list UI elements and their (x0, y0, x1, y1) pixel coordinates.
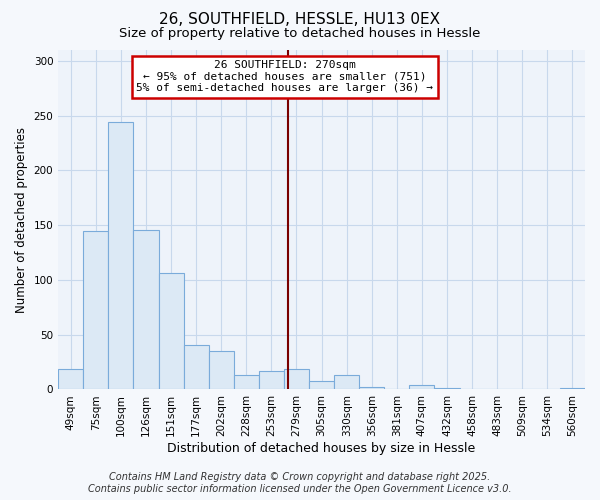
Text: 26, SOUTHFIELD, HESSLE, HU13 0EX: 26, SOUTHFIELD, HESSLE, HU13 0EX (160, 12, 440, 28)
Y-axis label: Number of detached properties: Number of detached properties (15, 126, 28, 312)
Bar (184, 344, 209, 390)
Bar (359, 388, 385, 390)
Bar (133, 230, 158, 390)
X-axis label: Distribution of detached houses by size in Hessle: Distribution of detached houses by size … (167, 442, 476, 455)
Bar (209, 351, 234, 390)
Bar (309, 380, 334, 390)
Bar (58, 368, 83, 390)
Bar (158, 274, 184, 390)
Bar (234, 375, 259, 390)
Bar (334, 375, 359, 390)
Bar (83, 230, 109, 390)
Bar (109, 122, 133, 390)
Text: 26 SOUTHFIELD: 270sqm
← 95% of detached houses are smaller (751)
5% of semi-deta: 26 SOUTHFIELD: 270sqm ← 95% of detached … (136, 60, 433, 94)
Bar (560, 388, 585, 390)
Text: Contains HM Land Registry data © Crown copyright and database right 2025.
Contai: Contains HM Land Registry data © Crown c… (88, 472, 512, 494)
Text: Size of property relative to detached houses in Hessle: Size of property relative to detached ho… (119, 28, 481, 40)
Bar (284, 368, 309, 390)
Bar (409, 385, 434, 390)
Bar (259, 371, 284, 390)
Bar (434, 388, 460, 390)
